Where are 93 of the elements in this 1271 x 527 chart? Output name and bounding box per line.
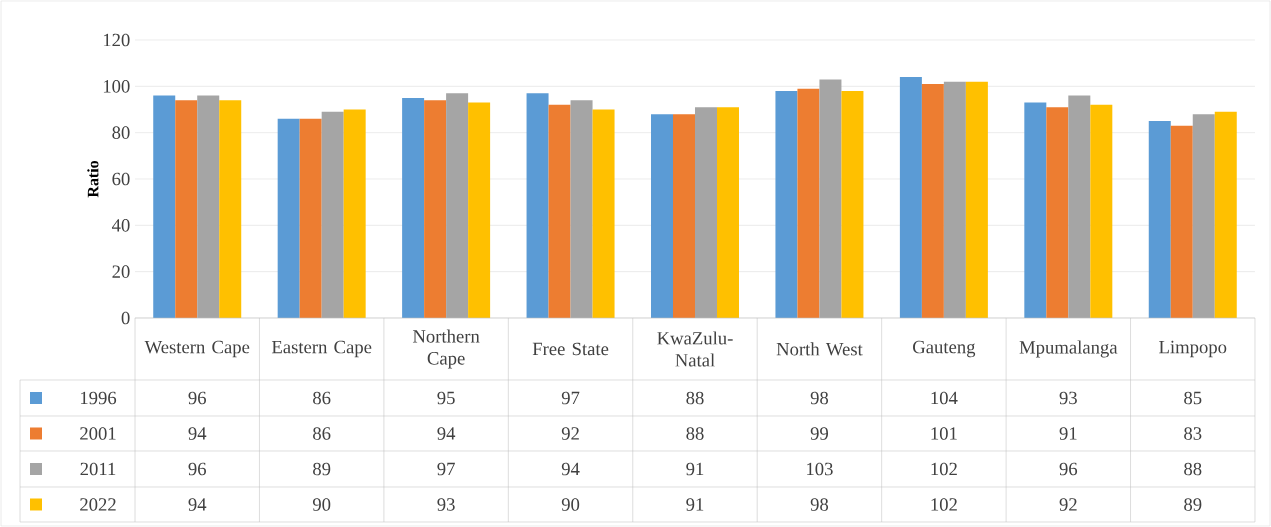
bar bbox=[299, 118, 322, 318]
bar bbox=[277, 118, 300, 318]
y-tick-label: 40 bbox=[111, 219, 130, 232]
data-label: 88 bbox=[686, 427, 704, 440]
data-label: 97 bbox=[561, 391, 580, 405]
legend-label: 1996 bbox=[80, 391, 117, 405]
data-label: 103 bbox=[807, 462, 833, 476]
bar bbox=[899, 77, 922, 318]
data-label: 94 bbox=[188, 427, 207, 440]
data-label: 104 bbox=[931, 391, 958, 405]
data-label: 88 bbox=[1184, 462, 1202, 476]
bar bbox=[921, 84, 944, 318]
bar bbox=[943, 81, 966, 318]
y-tick-label: 20 bbox=[112, 265, 130, 278]
bar bbox=[343, 109, 366, 318]
bar bbox=[570, 100, 593, 318]
x-tick-label: Eastern Cape bbox=[271, 340, 372, 358]
data-label: 94 bbox=[437, 427, 456, 440]
bar bbox=[1024, 102, 1047, 318]
data-label: 94 bbox=[188, 498, 207, 511]
bar bbox=[219, 100, 242, 318]
bar bbox=[197, 95, 220, 318]
y-tick-label: 0 bbox=[121, 311, 130, 325]
data-label: 88 bbox=[686, 391, 704, 405]
data-label: 98 bbox=[810, 391, 829, 405]
data-label: 86 bbox=[313, 391, 331, 405]
bar bbox=[1046, 107, 1069, 318]
data-label: 98 bbox=[810, 498, 829, 511]
bar bbox=[592, 109, 615, 318]
legend-label: 2001 bbox=[80, 427, 116, 440]
data-label: 102 bbox=[931, 462, 957, 476]
y-tick-label: 120 bbox=[103, 33, 130, 47]
legend-label: 2022 bbox=[80, 498, 116, 511]
y-tick-label: 100 bbox=[103, 80, 130, 93]
bar bbox=[651, 114, 673, 318]
y-axis-title: Ratio bbox=[87, 160, 99, 198]
data-label: 90 bbox=[561, 498, 580, 511]
data-label: 92 bbox=[561, 427, 579, 440]
data-label: 96 bbox=[188, 462, 207, 476]
data-label: 90 bbox=[312, 498, 331, 511]
bar bbox=[1148, 121, 1171, 318]
data-label: 96 bbox=[188, 391, 207, 405]
x-tick-label: Free State bbox=[532, 342, 609, 356]
bar bbox=[819, 79, 842, 318]
data-label: 91 bbox=[686, 498, 704, 511]
data-label: 89 bbox=[1184, 498, 1202, 511]
bar bbox=[695, 107, 717, 318]
bar bbox=[717, 107, 739, 318]
data-label: 93 bbox=[437, 498, 455, 511]
bar bbox=[468, 102, 491, 318]
bar bbox=[1170, 125, 1193, 318]
data-label: 93 bbox=[1059, 391, 1077, 405]
x-tick-label: Gauteng bbox=[913, 340, 976, 358]
bar bbox=[548, 104, 571, 318]
bar bbox=[797, 88, 820, 318]
bar bbox=[1192, 114, 1215, 318]
y-tick-label: 60 bbox=[112, 172, 130, 186]
x-tick-label: Northern Cape bbox=[412, 329, 480, 369]
bar bbox=[673, 114, 695, 318]
x-tick-label: North West bbox=[776, 342, 863, 356]
bar bbox=[1068, 95, 1091, 318]
bar bbox=[841, 90, 864, 318]
x-tick-label: Limpopo bbox=[1159, 340, 1227, 358]
bar bbox=[775, 90, 798, 318]
x-tick-label: Mpumalanga bbox=[1019, 340, 1118, 358]
data-label: 85 bbox=[1184, 391, 1202, 405]
data-label: 97 bbox=[437, 462, 455, 476]
data-label: 89 bbox=[313, 462, 331, 476]
data-label: 92 bbox=[1059, 498, 1077, 511]
x-tick-label: Western Cape bbox=[144, 340, 250, 358]
bar bbox=[424, 100, 447, 318]
legend-label: 2011 bbox=[80, 462, 116, 476]
y-tick-label: 80 bbox=[112, 126, 130, 139]
bar bbox=[175, 100, 198, 318]
bar bbox=[1214, 111, 1237, 318]
data-label: 101 bbox=[931, 427, 957, 440]
bar bbox=[965, 81, 988, 318]
data-label: 102 bbox=[931, 498, 957, 511]
data-label: 83 bbox=[1184, 427, 1202, 440]
bar bbox=[402, 97, 425, 318]
bar bbox=[446, 93, 469, 318]
bar bbox=[321, 111, 344, 318]
data-label: 86 bbox=[313, 427, 331, 440]
data-label: 94 bbox=[561, 462, 580, 476]
bar bbox=[1090, 104, 1113, 318]
data-label: 95 bbox=[437, 391, 455, 405]
x-tick-label: KwaZulu-Natal bbox=[657, 331, 733, 367]
data-label: 91 bbox=[1059, 427, 1077, 440]
data-label: 91 bbox=[686, 462, 704, 476]
bar bbox=[526, 93, 549, 318]
data-label: 96 bbox=[1059, 462, 1078, 476]
bar bbox=[153, 95, 176, 318]
data-label: 99 bbox=[810, 427, 829, 440]
